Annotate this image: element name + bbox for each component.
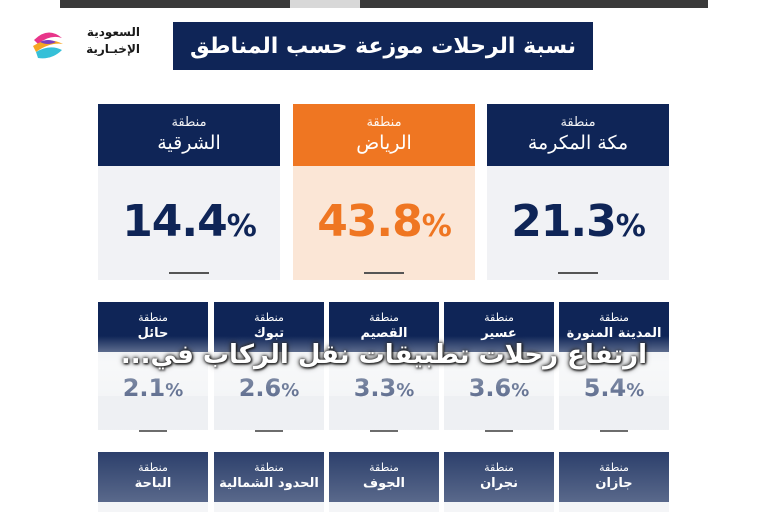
divider (558, 272, 598, 274)
region-word: منطقة (171, 115, 207, 130)
divider (600, 430, 628, 432)
divider (139, 430, 167, 432)
header-photo-highlight (290, 0, 360, 8)
divider (255, 430, 283, 432)
channel-logo-text: السعودية الإخبـارية (68, 24, 140, 58)
region-card-header: منطقة جازان (559, 452, 669, 502)
percentage-number: 43.8 (317, 196, 423, 247)
region-card-najran: منطقة نجران (444, 452, 554, 512)
region-word: منطقة (560, 115, 596, 130)
region-percentage: 43.8% (293, 196, 475, 247)
region-card-header: منطقة الباحة (98, 452, 208, 502)
region-name: الرياض (356, 132, 412, 154)
divider (169, 272, 209, 274)
video-caption: ارتفاع رحلات تطبيقات نقل الركاب في... (120, 340, 648, 370)
region-card-makkah: منطقة مكة المكرمة 21.3% (487, 104, 669, 280)
divider (485, 430, 513, 432)
region-card-jazan: منطقة جازان (559, 452, 669, 512)
region-name: الباحة (134, 476, 172, 491)
percent-sign: % (615, 209, 646, 244)
region-name: جازان (595, 476, 633, 491)
region-word: منطقة (254, 461, 284, 474)
percent-sign: % (421, 209, 452, 244)
region-word: منطقة (138, 311, 168, 324)
divider (370, 430, 398, 432)
percentage-number: 14.4 (122, 196, 228, 247)
region-word: منطقة (369, 311, 399, 324)
region-word: منطقة (484, 311, 514, 324)
caption-backdrop (0, 336, 768, 396)
region-card-northern-borders: منطقة الحدود الشمالية (214, 452, 324, 512)
header-photo-strip (60, 0, 708, 8)
region-percentage: 14.4% (98, 196, 280, 247)
region-word: منطقة (599, 461, 629, 474)
region-word: منطقة (366, 115, 402, 130)
region-word: منطقة (138, 461, 168, 474)
divider (364, 272, 404, 274)
region-word: منطقة (484, 461, 514, 474)
page-title: نسبة الرحلات موزعة حسب المناطق (173, 22, 593, 70)
region-card-header: منطقة الحدود الشمالية (214, 452, 324, 502)
percentage-number: 21.3 (511, 196, 617, 247)
channel-logo-icon (33, 32, 63, 59)
region-name: مكة المكرمة (527, 132, 629, 154)
region-name: الشرقية (157, 132, 221, 154)
region-card-baha: منطقة الباحة (98, 452, 208, 512)
logo-line-2: الإخبـارية (86, 42, 140, 56)
region-name: الحدود الشمالية (219, 476, 319, 491)
region-word: منطقة (254, 311, 284, 324)
region-card-header: منطقة الجوف (329, 452, 439, 502)
logo-line-1: السعودية (86, 25, 140, 39)
region-card-riyadh: منطقة الرياض 43.8% (293, 104, 475, 280)
region-card-header: منطقة نجران (444, 452, 554, 502)
region-word: منطقة (599, 311, 629, 324)
region-name: الجوف (363, 476, 405, 491)
region-name: نجران (480, 476, 518, 491)
region-card-eastern: منطقة الشرقية 14.4% (98, 104, 280, 280)
channel-logo: السعودية الإخبـارية (30, 22, 140, 66)
region-word: منطقة (369, 461, 399, 474)
region-card-jouf: منطقة الجوف (329, 452, 439, 512)
region-card-header: منطقة الرياض (293, 104, 475, 166)
region-card-header: منطقة الشرقية (98, 104, 280, 166)
region-percentage: 21.3% (487, 196, 669, 247)
percent-sign: % (226, 209, 257, 244)
region-card-header: منطقة مكة المكرمة (487, 104, 669, 166)
